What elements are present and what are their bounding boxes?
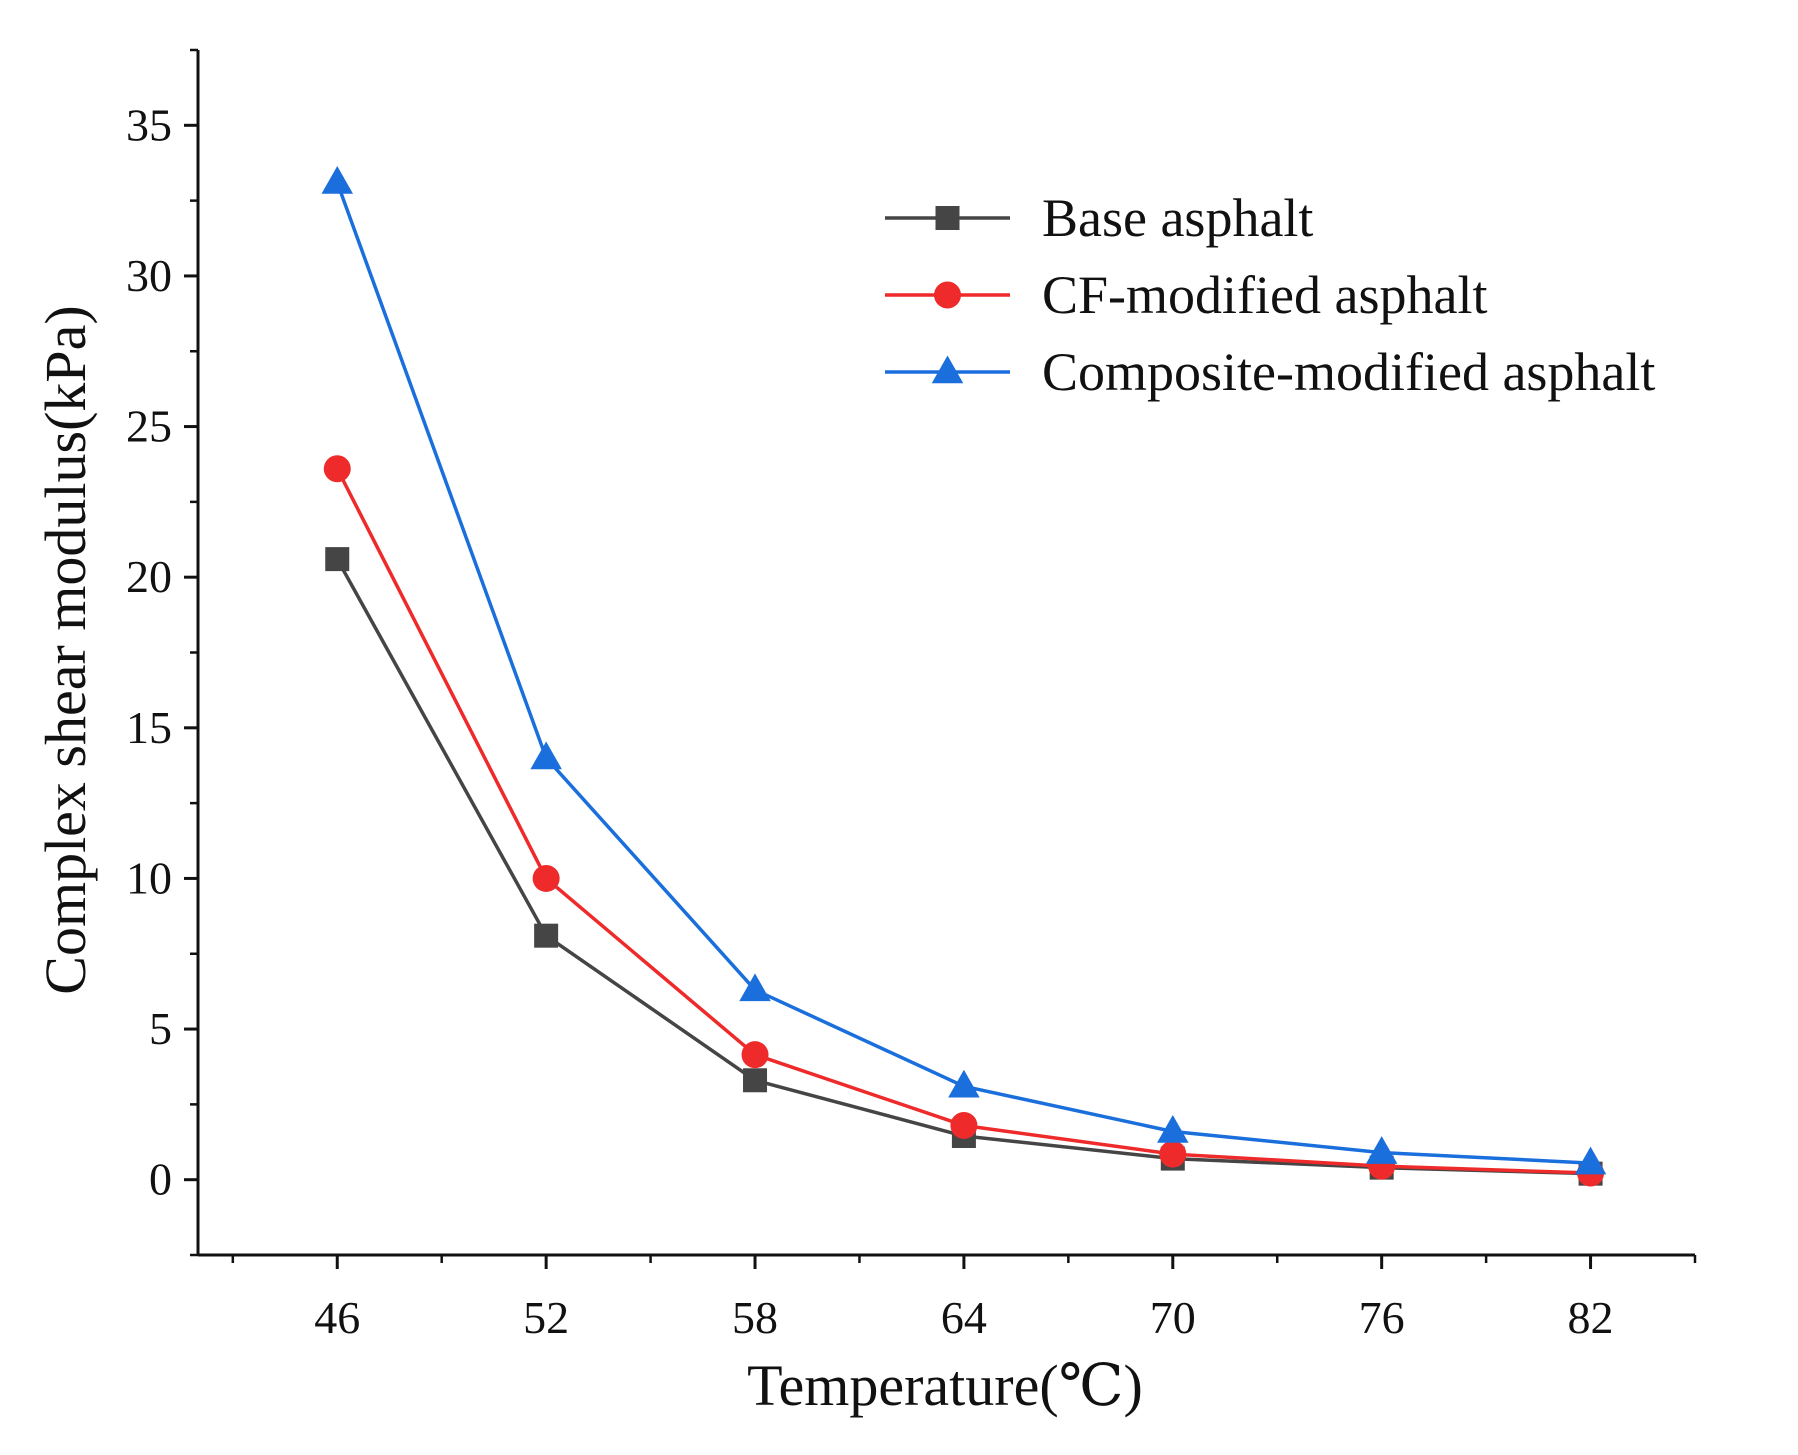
y-axis-title: Complex shear modulus(kPa) xyxy=(33,305,98,994)
y-tick-label: 35 xyxy=(126,99,172,150)
y-tick-label: 20 xyxy=(126,551,172,602)
data-point xyxy=(1159,1140,1187,1168)
y-tick-label: 0 xyxy=(149,1154,172,1205)
legend-item: Base asphalt xyxy=(885,188,1313,248)
axes: 0 5 10 15 20 25 30 35 46 52 58 64 70 76 82 xyxy=(126,48,1697,1343)
x-tick-label: 64 xyxy=(941,1292,987,1343)
data-point xyxy=(743,1068,768,1093)
data-point xyxy=(534,923,559,948)
y-tick-label: 5 xyxy=(149,1003,172,1054)
legend: Base asphalt CF-modified asphalt Composite… xyxy=(885,188,1655,402)
series-line xyxy=(335,181,1591,1165)
x-tick-label: 82 xyxy=(1568,1292,1614,1343)
legend-label: CF-modified asphalt xyxy=(1042,265,1487,325)
y-tick-label: 30 xyxy=(126,250,172,301)
data-point xyxy=(1574,1146,1607,1175)
series-2 xyxy=(321,166,1607,1175)
data-point xyxy=(739,973,771,1002)
legend-item: CF-modified asphalt xyxy=(885,265,1487,325)
data-point xyxy=(948,1069,980,1098)
x-tick-label: 58 xyxy=(732,1292,778,1343)
data-point xyxy=(323,455,351,483)
y-tick-label: 10 xyxy=(126,852,172,903)
x-tick-label: 46 xyxy=(314,1292,360,1343)
data-point xyxy=(741,1041,769,1069)
x-tick-label: 52 xyxy=(523,1292,569,1343)
data-point xyxy=(321,166,354,194)
data-point xyxy=(325,547,350,572)
data-point xyxy=(532,864,560,892)
y-tick-label: 15 xyxy=(126,702,172,753)
data-point xyxy=(1157,1114,1189,1143)
legend-marker xyxy=(935,206,960,230)
x-tick-label: 70 xyxy=(1150,1292,1196,1343)
legend-label: Composite-modified asphalt xyxy=(1042,342,1655,402)
series-layer xyxy=(321,166,1607,1187)
data-point xyxy=(950,1111,978,1139)
legend-marker xyxy=(931,355,964,384)
x-tick-label: 76 xyxy=(1359,1292,1405,1343)
y-tick-label: 25 xyxy=(126,401,172,452)
legend-item: Composite-modified asphalt xyxy=(885,342,1655,402)
x-axis-title: Temperature(℃) xyxy=(747,1353,1143,1418)
legend-marker xyxy=(934,281,961,309)
data-point xyxy=(1365,1136,1398,1164)
series-line xyxy=(335,467,1591,1175)
legend-label: Base asphalt xyxy=(1042,188,1313,248)
data-point xyxy=(530,741,562,770)
